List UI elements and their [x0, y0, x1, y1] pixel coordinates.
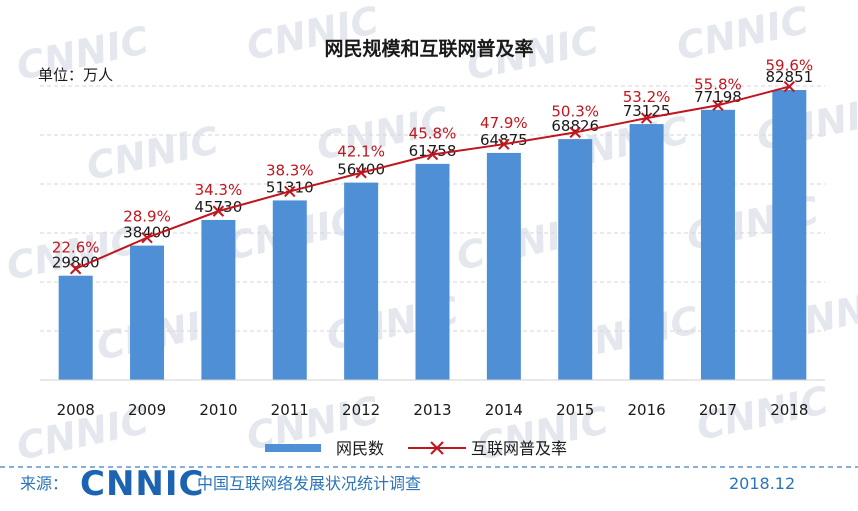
x-tick-label: 2009	[128, 401, 166, 419]
bar-2015	[558, 139, 593, 380]
line-value-label: 45.8%	[409, 125, 457, 143]
bar-value-label: 56400	[337, 161, 385, 179]
legend-line-label: 互联网普及率	[471, 439, 567, 458]
bar-value-label: 29800	[52, 254, 100, 272]
line-marker-2017	[712, 99, 724, 111]
line-value-label: 42.1%	[337, 143, 385, 161]
bar-2012	[344, 182, 379, 380]
x-tick-label: 2018	[770, 401, 808, 419]
legend-bar-swatch	[265, 444, 321, 452]
x-tick-label: 2011	[271, 401, 309, 419]
line-value-label: 34.3%	[195, 181, 243, 199]
x-tick-label: 2017	[699, 401, 737, 419]
line-value-label: 53.2%	[623, 88, 671, 106]
legend: 网民数 互联网普及率	[265, 439, 567, 458]
unit-label: 单位：万人	[38, 66, 113, 84]
bar-value-label: 64875	[480, 131, 528, 149]
x-tick-label: 2015	[556, 401, 594, 419]
bar-2009	[130, 245, 165, 380]
x-tick-label: 2016	[627, 401, 665, 419]
line-series	[69, 80, 796, 275]
line-value-label: 22.6%	[52, 239, 100, 257]
line-value-label: 59.6%	[765, 57, 813, 75]
bar-2016	[629, 124, 664, 380]
x-tick-label: 2013	[413, 401, 451, 419]
x-tick-label: 2014	[485, 401, 523, 419]
bar-2018	[772, 90, 807, 381]
x-tick-labels: 2008 2009 2010 2011 2012 2013 2014 2015 2016 2017…	[57, 401, 809, 419]
bar-2017	[700, 109, 735, 380]
report-date: 2018.12	[729, 474, 795, 493]
x-tick-label: 2012	[342, 401, 380, 419]
line-value-label: 38.3%	[266, 161, 314, 179]
line-value-label: 47.9%	[480, 114, 528, 132]
bar-2008	[58, 275, 93, 380]
line-value-labels: 22.6% 28.9% 34.3% 38.3% 42.1% 45.8% 47.9% 50.3%…	[52, 57, 813, 257]
cnnic-logo: CNNIC	[80, 464, 204, 504]
line-marker-2012	[355, 167, 367, 179]
line-marker-2010	[212, 205, 225, 217]
bar-series	[58, 90, 807, 381]
legend-line-marker	[430, 441, 444, 455]
org-name: 中国互联网络发展状况统计调查	[197, 474, 421, 493]
x-tick-label: 2008	[57, 401, 95, 419]
bar-value-label: 38400	[123, 224, 171, 242]
x-tick-label: 2010	[199, 401, 237, 419]
line-marker-2008	[69, 263, 82, 275]
bar-2011	[272, 200, 307, 380]
bar-2010	[201, 219, 236, 380]
bar-value-label: 51310	[266, 178, 314, 196]
bar-value-label: 45730	[195, 198, 243, 216]
line-value-label: 28.9%	[123, 208, 171, 226]
bar-2014	[486, 152, 521, 380]
bar-2013	[415, 163, 450, 380]
line-value-label: 50.3%	[551, 102, 599, 120]
line-marker-2011	[284, 185, 296, 198]
line-marker-2018	[783, 80, 796, 93]
line-marker-2009	[141, 232, 153, 244]
watermark-text: CNNIC	[83, 118, 223, 189]
source-label: 来源：	[20, 474, 68, 493]
line-marker-2013	[426, 148, 439, 161]
line-marker-2016	[640, 112, 653, 124]
chart-title: 网民规模和互联网普及率	[324, 37, 533, 60]
legend-bar-label: 网民数	[336, 439, 384, 458]
bar-value-label: 61758	[409, 142, 457, 160]
line-value-label: 55.8%	[694, 75, 742, 93]
bar-value-label: 82851	[765, 68, 813, 86]
line-marker-2015	[569, 126, 581, 139]
line-marker-2014	[498, 138, 510, 150]
